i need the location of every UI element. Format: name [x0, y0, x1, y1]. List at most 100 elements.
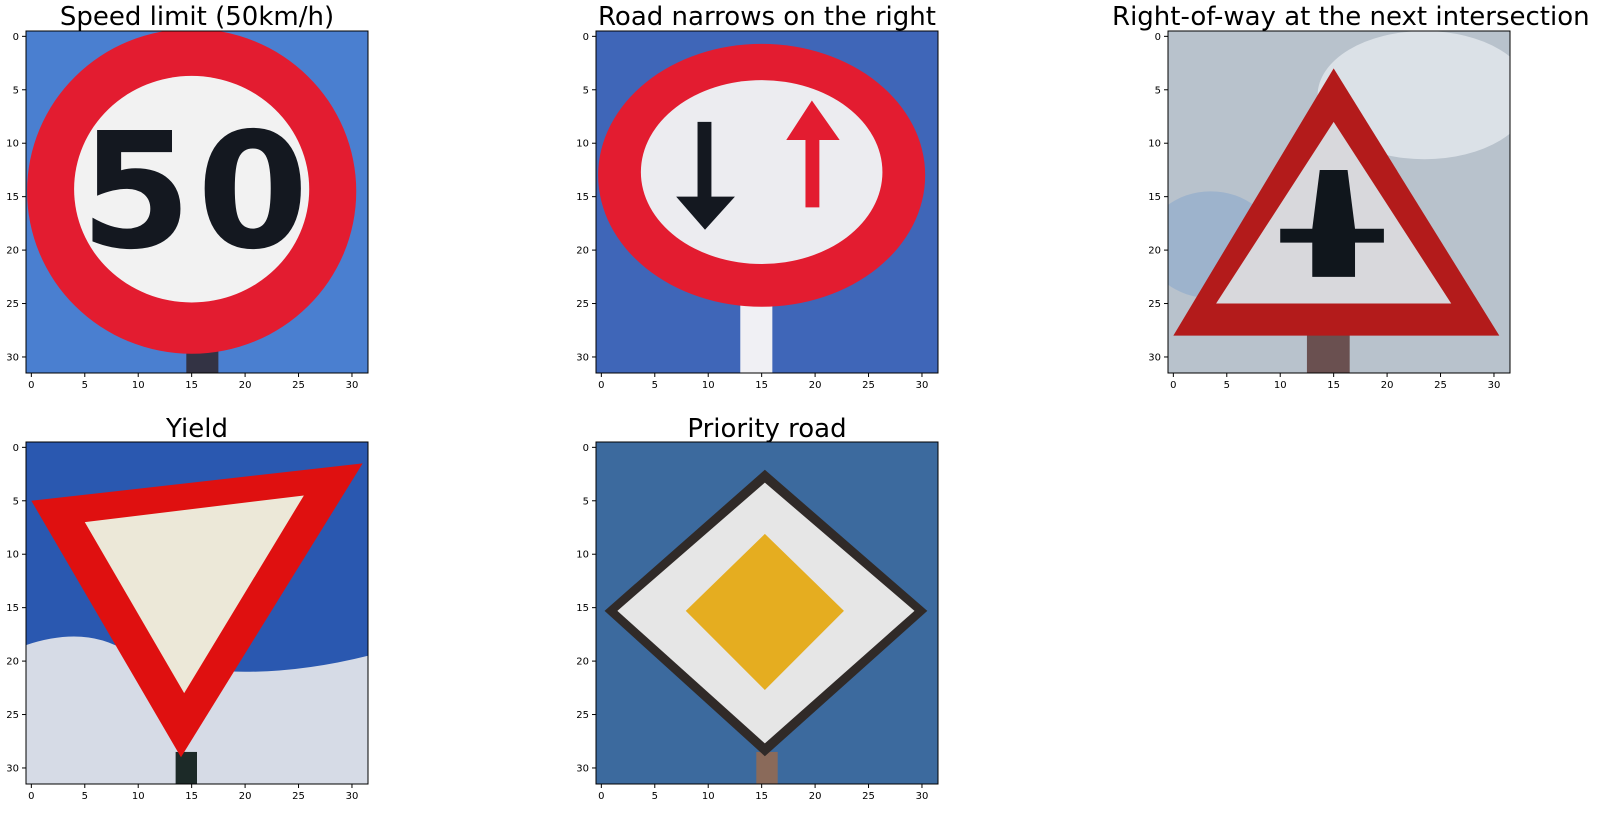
- y-tick-label: 25: [6, 710, 19, 721]
- y-tick-label: 20: [1148, 246, 1161, 257]
- y-tick-label: 30: [1148, 352, 1161, 363]
- x-tick-label: 0: [1170, 380, 1176, 391]
- intersection-cross-icon: [1280, 169, 1384, 277]
- sign-image: [26, 442, 368, 784]
- y-tick-label: 25: [6, 299, 19, 310]
- y-tick-label: 5: [13, 85, 19, 96]
- y-tick-label: 15: [1148, 192, 1161, 203]
- sign-number: 50: [80, 98, 314, 285]
- y-tick-label: 15: [6, 603, 19, 614]
- axes-frame: [595, 30, 939, 374]
- x-tick-label: 25: [862, 791, 875, 802]
- x-tick-label: 20: [809, 380, 822, 391]
- y-tick-label: 10: [1148, 139, 1161, 150]
- image-axes: 0 0 5 5 10 10 15 15 20 20 25 25 30 30: [1148, 30, 1511, 391]
- sign-image: [596, 31, 938, 373]
- subplot-speed-limit-50: Speed limit (50km/h) 50 0 0 5 5 10 10 15 15 20 20 2…: [0, 0, 540, 410]
- x-tick-label: 10: [702, 791, 715, 802]
- y-tick-label: 25: [576, 299, 589, 310]
- y-tick-label: 0: [583, 443, 589, 454]
- x-tick-label: 30: [1488, 380, 1501, 391]
- x-tick-label: 25: [862, 380, 875, 391]
- x-tick-label: 15: [1327, 380, 1340, 391]
- x-tick-label: 5: [652, 791, 658, 802]
- y-tick-label: 30: [6, 763, 19, 774]
- axes-frame: [595, 441, 939, 785]
- arrow-down-icon: [676, 121, 735, 230]
- sign-face: [685, 533, 844, 690]
- x-tick-label: 10: [1274, 380, 1287, 391]
- x-tick-label: 15: [755, 380, 768, 391]
- x-tick-label: 20: [809, 791, 822, 802]
- x-tick-label: 10: [132, 791, 145, 802]
- image-axes: 0 0 5 5 10 10 15 15 20 20 25 25 30 30: [576, 441, 939, 802]
- x-tick-label: 25: [1434, 380, 1447, 391]
- y-tick-label: 10: [6, 550, 19, 561]
- y-tick-label: 20: [6, 246, 19, 257]
- sign-face: [640, 80, 883, 264]
- axes-frame: [1167, 30, 1511, 374]
- x-tick-label: 25: [292, 791, 305, 802]
- x-tick-label: 5: [82, 791, 88, 802]
- subplot-title: Priority road: [687, 414, 847, 444]
- sign-image: [1168, 31, 1510, 373]
- x-tick-label: 10: [132, 380, 145, 391]
- subplot-yield: Yield 0 0 5 5 10 10 15 15 20 20 25 25 30 30: [0, 412, 540, 832]
- y-tick-label: 15: [576, 192, 589, 203]
- x-tick-label: 0: [28, 791, 34, 802]
- x-tick-label: 20: [239, 791, 252, 802]
- x-tick-label: 30: [916, 791, 929, 802]
- x-tick-label: 5: [1224, 380, 1230, 391]
- y-tick-label: 5: [583, 85, 589, 96]
- x-tick-label: 20: [1381, 380, 1394, 391]
- y-tick-label: 15: [576, 603, 589, 614]
- y-tick-label: 10: [6, 139, 19, 150]
- x-tick-label: 0: [598, 791, 604, 802]
- y-tick-label: 30: [6, 352, 19, 363]
- x-tick-label: 30: [916, 380, 929, 391]
- y-tick-label: 30: [576, 352, 589, 363]
- y-tick-label: 20: [576, 246, 589, 257]
- subplot-title: Speed limit (50km/h): [59, 2, 335, 32]
- y-tick-label: 25: [1148, 299, 1161, 310]
- y-tick-label: 20: [6, 657, 19, 668]
- x-tick-label: 30: [346, 791, 359, 802]
- x-tick-label: 15: [755, 791, 768, 802]
- x-tick-label: 15: [185, 791, 198, 802]
- axes-frame: [25, 30, 369, 374]
- y-tick-label: 0: [1155, 32, 1161, 43]
- subplot-title: Yield: [166, 414, 228, 444]
- image-axes: 0 0 5 5 10 10 15 15 20 20 25 25 30 30: [576, 30, 939, 391]
- sign-image: [596, 442, 938, 784]
- arrow-up-icon: [786, 100, 840, 208]
- subplot-road-narrows-right: Road narrows on the right 0 0 5 5 10 10 15 15 20…: [570, 0, 1110, 410]
- subplot-title: Road narrows on the right: [598, 2, 936, 32]
- y-tick-label: 0: [13, 443, 19, 454]
- sign-image: 50: [26, 31, 368, 373]
- x-tick-label: 25: [292, 380, 305, 391]
- sign-post: [740, 298, 773, 373]
- sign-post: [756, 751, 778, 784]
- x-tick-label: 10: [702, 380, 715, 391]
- subplot-title: Right-of-way at the next intersection: [1112, 2, 1590, 32]
- x-tick-label: 15: [185, 380, 198, 391]
- y-tick-label: 5: [1155, 85, 1161, 96]
- y-tick-label: 10: [576, 139, 589, 150]
- axes-frame: [25, 441, 369, 785]
- x-tick-label: 30: [346, 380, 359, 391]
- x-tick-label: 5: [652, 380, 658, 391]
- y-tick-label: 10: [576, 550, 589, 561]
- y-tick-label: 20: [576, 657, 589, 668]
- subplot-priority-road: Priority road 0 0 5 5 10 10 15 15 20 20 25 25 30 30: [570, 412, 1110, 832]
- sign-post: [175, 751, 197, 784]
- sign-face: [84, 495, 304, 694]
- sign-post: [1306, 330, 1350, 373]
- y-tick-label: 0: [583, 32, 589, 43]
- y-tick-label: 25: [576, 710, 589, 721]
- y-tick-label: 15: [6, 192, 19, 203]
- image-axes: 0 0 5 5 10 10 15 15 20 20 25 25 30 30: [6, 441, 369, 802]
- x-tick-label: 0: [28, 380, 34, 391]
- image-axes: 50 0 0 5 5 10 10 15 15 20 20 25 25 30 30: [6, 30, 369, 391]
- sign-face: [74, 75, 310, 303]
